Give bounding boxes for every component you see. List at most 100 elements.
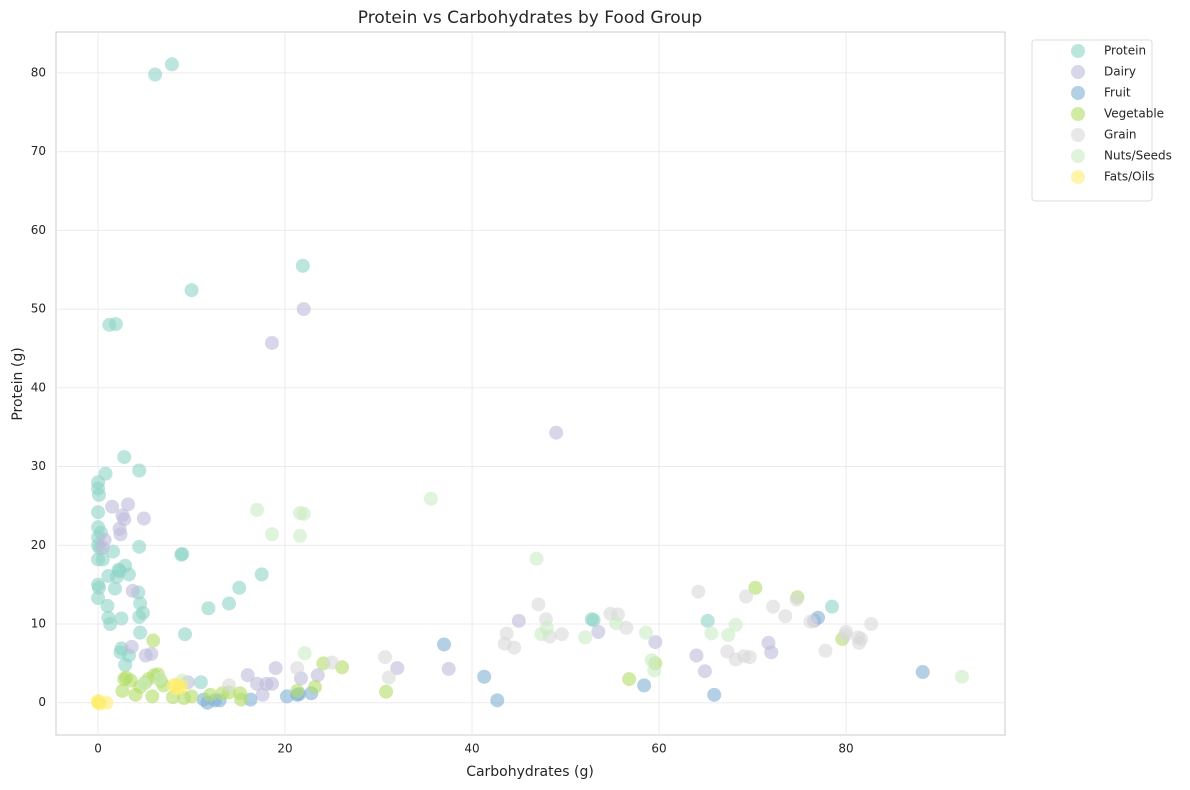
scatter-point <box>221 596 236 611</box>
scatter-point <box>295 258 310 273</box>
scatter-point <box>554 627 569 642</box>
scatter-point <box>124 639 139 654</box>
x-tick-label: 80 <box>838 742 853 756</box>
scatter-point <box>739 589 754 604</box>
scatter-point <box>92 487 107 502</box>
scatter-point <box>107 581 122 596</box>
legend-label: Fats/Oils <box>1104 170 1155 184</box>
scatter-point <box>379 684 394 699</box>
scatter-point <box>132 609 147 624</box>
scatter-point <box>423 491 438 506</box>
scatter-point <box>748 580 763 595</box>
scatter-point <box>125 583 140 598</box>
scatter-point <box>290 661 305 676</box>
scatter-point <box>123 673 138 688</box>
scatter-point <box>114 611 129 626</box>
scatter-point <box>234 692 249 707</box>
scatter-point <box>254 567 269 582</box>
plot-area <box>55 31 1006 736</box>
scatter-point <box>954 669 969 684</box>
scatter-point <box>789 592 804 607</box>
scatter-point <box>622 672 637 687</box>
scatter-point <box>864 617 879 631</box>
scatter-point <box>647 663 662 678</box>
chart-title: Protein vs Carbohydrates by Food Group <box>358 8 702 28</box>
scatter-point <box>145 689 160 704</box>
legend-label: Dairy <box>1104 65 1136 79</box>
scatter-point <box>378 650 393 665</box>
scatter-point <box>915 665 930 680</box>
scatter-point <box>232 580 247 595</box>
y-tick-label: 40 <box>31 380 46 394</box>
scatter-point <box>441 661 456 676</box>
legend-marker <box>1071 86 1085 100</box>
scatter-point <box>437 637 452 652</box>
scatter-point <box>324 655 339 670</box>
scatter-point <box>381 670 396 685</box>
scatter-point <box>490 693 505 708</box>
legend-label: Fruit <box>1104 86 1131 100</box>
scatter-point <box>264 676 279 691</box>
legend-label: Nuts/Seeds <box>1104 149 1172 163</box>
scatter-point <box>290 683 305 698</box>
y-tick-label: 0 <box>38 695 46 709</box>
scatter-point <box>144 646 159 661</box>
scatter-point <box>221 678 236 693</box>
legend-marker <box>1071 149 1085 163</box>
legend-marker <box>1071 107 1085 121</box>
x-tick-label: 20 <box>277 742 292 756</box>
scatter-point <box>511 613 526 628</box>
scatter-point <box>390 661 405 676</box>
x-tick-label: 40 <box>464 742 479 756</box>
legend-marker <box>1071 128 1085 142</box>
scatter-point <box>728 617 743 632</box>
scatter-point <box>691 584 706 599</box>
scatter-point <box>584 612 599 627</box>
scatter-point <box>707 687 722 702</box>
scatter-point <box>240 668 255 683</box>
scatter-point <box>609 616 624 631</box>
scatter-point <box>700 613 715 628</box>
scatter-point <box>133 625 148 640</box>
scatter-point <box>103 617 118 631</box>
scatter-point <box>591 624 606 639</box>
scatter-point <box>117 450 132 465</box>
scatter-point <box>297 646 312 661</box>
y-tick-label: 10 <box>31 617 46 631</box>
scatter-point <box>108 317 123 332</box>
scatter-point <box>152 672 167 687</box>
scatter-point <box>174 547 189 562</box>
scatter-point <box>105 499 120 514</box>
scatter-point <box>704 626 719 641</box>
scatter-point <box>766 599 781 614</box>
scatter-point <box>184 283 199 298</box>
scatter-point <box>136 511 151 526</box>
scatter-point <box>120 497 135 512</box>
scatter-point <box>279 689 294 704</box>
scatter-point <box>100 598 115 613</box>
legend-marker <box>1071 65 1085 79</box>
scatter-point <box>721 628 736 643</box>
scatter-point <box>118 657 133 672</box>
scatter-point <box>99 695 114 710</box>
scatter-point <box>91 591 106 606</box>
y-tick-label: 20 <box>31 538 46 552</box>
scatter-point <box>638 625 653 640</box>
y-tick-label: 30 <box>31 459 46 473</box>
scatter-point <box>95 552 110 567</box>
scatter-point <box>146 633 161 648</box>
scatter-point <box>95 540 110 555</box>
scatter-point <box>255 687 270 702</box>
legend-box <box>1031 39 1153 202</box>
scatter-point <box>148 67 163 82</box>
scatter-point <box>264 527 279 542</box>
x-tick-label: 0 <box>94 742 102 756</box>
scatter-point <box>193 675 208 690</box>
scatter-point <box>818 643 833 658</box>
y-tick-label: 50 <box>31 302 46 316</box>
scatter-point <box>839 624 854 639</box>
legend-marker <box>1071 170 1085 184</box>
scatter-point <box>113 527 128 542</box>
scatter-point <box>296 506 311 521</box>
scatter-point <box>250 502 265 517</box>
